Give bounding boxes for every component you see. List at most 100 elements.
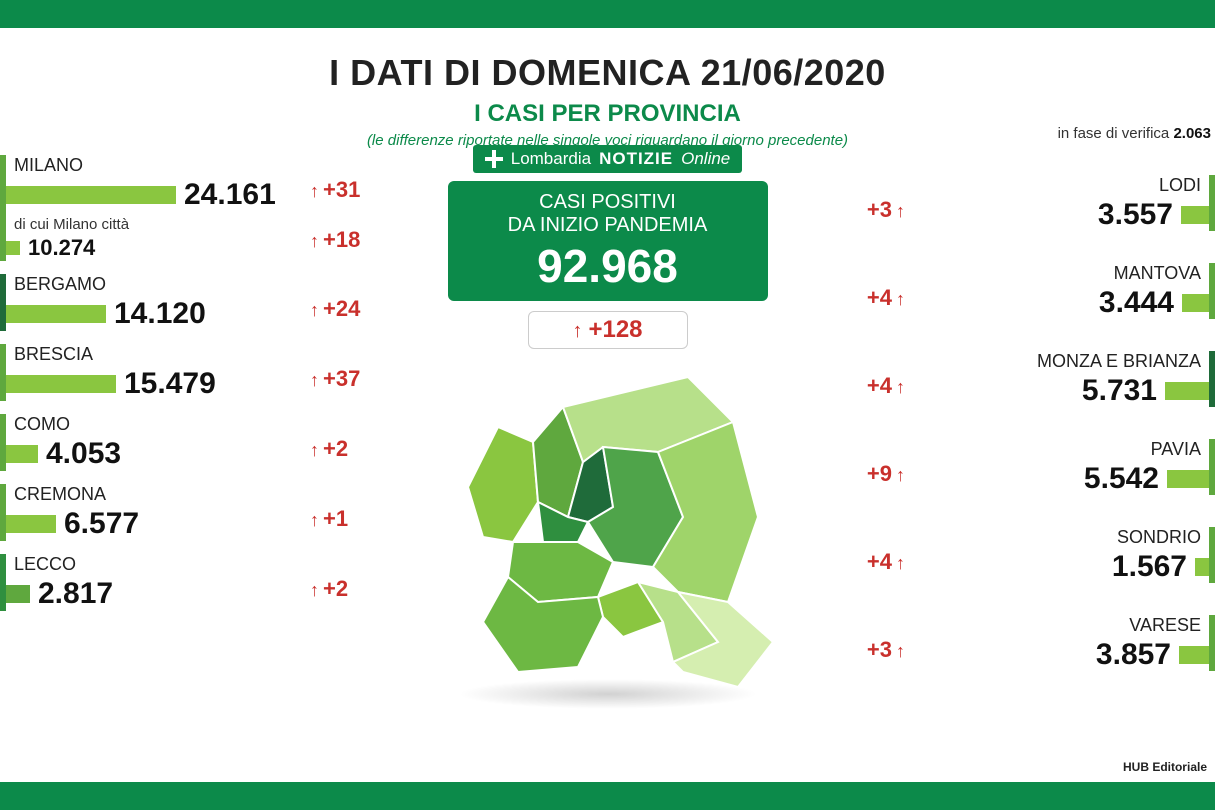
province-delta: +3↑ — [867, 197, 905, 223]
province-value: 4.053 — [46, 437, 121, 471]
total-label-1: CASI POSITIVI — [458, 191, 758, 214]
verification-note: in fase di verifica 2.063 — [1058, 125, 1211, 142]
brand-part-1: Lombardia — [511, 149, 591, 169]
brand-part-2: NOTIZIE — [599, 149, 673, 169]
province-edge — [0, 414, 6, 471]
province-name: BERGAMO — [14, 274, 360, 295]
province-row: MILANO 24.161 di cui Milano città 10.274… — [0, 155, 360, 261]
map-svg — [428, 367, 788, 697]
right-column: LODI 3.557 +3↑ MANTOVA 3.444 +4↑ MONZA E… — [855, 175, 1215, 703]
top-bar — [0, 0, 1215, 28]
header: I DATI DI DOMENICA 21/06/2020 I CASI PER… — [0, 28, 1215, 155]
province-name: MANTOVA — [855, 263, 1201, 284]
center-panel: Lombardia NOTIZIE Online CASI POSITIVI D… — [398, 145, 818, 697]
province-name: MILANO — [14, 155, 360, 176]
province-value: 2.817 — [38, 577, 113, 611]
arrow-up-icon: ↑ — [310, 510, 319, 530]
province-delta: ↑+2 — [310, 436, 348, 462]
province-row: COMO 4.053 ↑+2 — [0, 414, 360, 471]
verification-label: in fase di verifica — [1058, 125, 1170, 142]
province-value: 5.731 — [1082, 374, 1157, 408]
arrow-up-icon: ↑ — [310, 370, 319, 390]
province-row: SONDRIO 1.567 +4↑ — [855, 527, 1215, 583]
province-name: LODI — [855, 175, 1201, 196]
map — [428, 367, 788, 697]
province-value: 1.567 — [1112, 550, 1187, 584]
total-value: 92.968 — [458, 239, 758, 293]
province-bar — [1195, 558, 1209, 576]
bottom-bar — [0, 782, 1215, 810]
total-delta-value: +128 — [588, 316, 642, 343]
province-value: 6.577 — [64, 507, 139, 541]
province-row: MONZA E BRIANZA 5.731 +4↑ — [855, 351, 1215, 407]
province-edge — [0, 155, 6, 261]
province-row: VARESE 3.857 +3↑ — [855, 615, 1215, 671]
province-name: LECCO — [14, 554, 360, 575]
province-edge — [0, 344, 6, 401]
verification-value: 2.063 — [1173, 125, 1211, 142]
province-name: BRESCIA — [14, 344, 360, 365]
province-delta: ↑+2 — [310, 576, 348, 602]
main-content: in fase di verifica 2.063 MILANO 24.161 … — [0, 155, 1215, 775]
credit: HUB Editoriale — [1123, 760, 1207, 774]
province-delta: ↑+24 — [310, 296, 360, 322]
arrow-up-icon: ↑ — [896, 201, 905, 221]
arrow-up-icon: ↑ — [310, 181, 319, 201]
province-delta: ↑+1 — [310, 506, 348, 532]
province-name: CREMONA — [14, 484, 360, 505]
province-value: 24.161 — [184, 178, 276, 212]
province-sub-label: di cui Milano città — [14, 216, 360, 233]
province-value: 3.444 — [1099, 286, 1174, 320]
map-shadow — [458, 679, 758, 709]
province-bar — [6, 445, 38, 463]
page-subtitle: I CASI PER PROVINCIA — [0, 100, 1215, 128]
province-row: BERGAMO 14.120 ↑+24 — [0, 274, 360, 331]
province-delta: +4↑ — [867, 373, 905, 399]
arrow-up-icon: ↑ — [572, 320, 582, 342]
province-delta: +9↑ — [867, 461, 905, 487]
arrow-up-icon: ↑ — [896, 465, 905, 485]
province-row: MANTOVA 3.444 +4↑ — [855, 263, 1215, 319]
province-edge — [1209, 263, 1215, 319]
arrow-up-icon: ↑ — [310, 300, 319, 320]
province-bar — [6, 305, 106, 323]
page-title: I DATI DI DOMENICA 21/06/2020 — [0, 52, 1215, 94]
province-edge — [0, 274, 6, 331]
province-name: COMO — [14, 414, 360, 435]
brand-badge: Lombardia NOTIZIE Online — [473, 145, 743, 173]
arrow-up-icon: ↑ — [310, 231, 319, 251]
province-row: BRESCIA 15.479 ↑+37 — [0, 344, 360, 401]
province-delta: +4↑ — [867, 285, 905, 311]
arrow-up-icon: ↑ — [896, 289, 905, 309]
arrow-up-icon: ↑ — [310, 440, 319, 460]
province-value: 5.542 — [1084, 462, 1159, 496]
province-bar — [6, 515, 56, 533]
province-row: LODI 3.557 +3↑ — [855, 175, 1215, 231]
brand-cross-icon — [485, 150, 503, 168]
province-sub-value: 10.274 — [28, 235, 95, 261]
province-value: 15.479 — [124, 367, 216, 401]
left-column: MILANO 24.161 di cui Milano città 10.274… — [0, 155, 360, 624]
province-bar — [1182, 294, 1209, 312]
province-bar — [6, 585, 30, 603]
province-name: SONDRIO — [855, 527, 1201, 548]
province-delta: ↑+37 — [310, 366, 360, 392]
province-name: PAVIA — [855, 439, 1201, 460]
arrow-up-icon: ↑ — [896, 377, 905, 397]
province-bar — [6, 186, 176, 204]
province-edge — [0, 484, 6, 541]
total-box: CASI POSITIVI DA INIZIO PANDEMIA 92.968 — [448, 181, 768, 301]
province-bar — [1165, 382, 1209, 400]
arrow-up-icon: ↑ — [896, 641, 905, 661]
province-row: LECCO 2.817 ↑+2 — [0, 554, 360, 611]
province-edge — [1209, 439, 1215, 495]
arrow-up-icon: ↑ — [310, 580, 319, 600]
province-name: MONZA E BRIANZA — [855, 351, 1201, 372]
total-delta: ↑ +128 — [528, 311, 688, 349]
province-bar — [1181, 206, 1209, 224]
province-delta: ↑+31 — [310, 177, 360, 203]
arrow-up-icon: ↑ — [896, 553, 905, 573]
province-name: VARESE — [855, 615, 1201, 636]
province-edge — [1209, 615, 1215, 671]
map-region-varese — [468, 427, 538, 542]
